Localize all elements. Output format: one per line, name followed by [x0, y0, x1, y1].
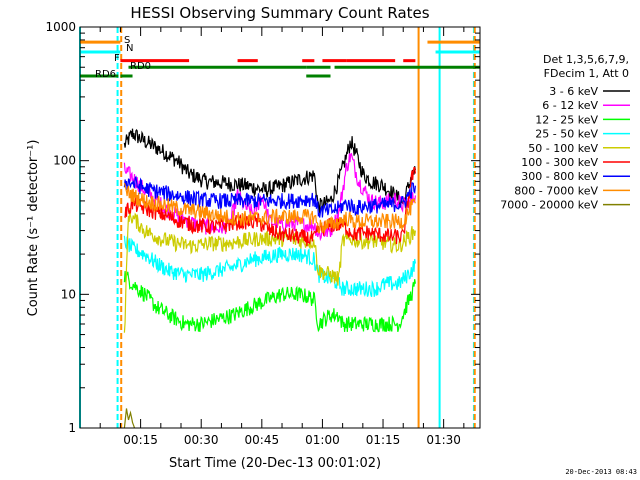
x-axis-label: Start Time (20-Dec-13 00:01:02) — [169, 456, 381, 471]
legend-label-5: 100 - 300 keV — [521, 156, 598, 169]
y-tick-label-3: 1000 — [45, 20, 76, 34]
series-line-7 — [123, 182, 416, 234]
series-line-3 — [123, 235, 416, 298]
x-tick-label-2: 00:45 — [245, 433, 280, 447]
legend-label-6: 300 - 800 keV — [521, 170, 598, 183]
y-axis-label: Count Rate (s⁻¹ detector⁻¹) — [26, 140, 41, 317]
series-line-2 — [123, 271, 416, 333]
series-line-6 — [123, 175, 416, 218]
plot-frame — [79, 26, 481, 429]
x-tick-label-4: 01:15 — [366, 433, 401, 447]
legend-header-line-2: FDecim 1, Att 0 — [544, 67, 629, 80]
series-line-4 — [123, 207, 416, 333]
legend-label-2: 12 - 25 keV — [535, 113, 598, 126]
plot-area: SNF RD0 RD6 1 10 100 1000 00:15 00:30 00:45 01:00 0… — [45, 20, 481, 447]
flag-label-n: N — [126, 43, 133, 54]
footer-timestamp: 20-Dec-2013 08:43 — [565, 468, 637, 476]
legend-label-3: 25 - 50 keV — [535, 128, 598, 141]
legend: Det 1,3,5,6,7,9, FDecim 1, Att 0 3 - 6 k… — [500, 53, 630, 212]
x-tick-label-5: 01:30 — [426, 433, 461, 447]
y-tick-label-1: 10 — [61, 287, 76, 301]
legend-label-1: 6 - 12 keV — [542, 99, 598, 112]
flag-label-rd6: RD6 — [95, 69, 116, 80]
x-tick-label-3: 01:00 — [305, 433, 340, 447]
flag-label-rd0: RD0 — [130, 61, 151, 72]
legend-label-8: 7000 - 20000 keV — [500, 199, 598, 212]
legend-header-line-1: Det 1,3,5,6,7,9, — [543, 53, 629, 66]
flag-label-f: F — [114, 53, 120, 64]
legend-label-0: 3 - 6 keV — [549, 85, 598, 98]
x-tick-label-1: 00:30 — [184, 433, 219, 447]
flag-label-s: S — [124, 35, 130, 46]
x-tick-label-0: 00:15 — [123, 433, 158, 447]
y-tick-label-2: 100 — [53, 154, 76, 168]
series-line-0 — [123, 128, 416, 214]
legend-label-7: 800 - 7000 keV — [514, 184, 598, 197]
chart-title: HESSI Observing Summary Count Rates — [130, 4, 429, 22]
y-tick-label-0: 1 — [68, 421, 76, 435]
series-line-8 — [123, 408, 136, 429]
legend-label-4: 50 - 100 keV — [528, 142, 598, 155]
